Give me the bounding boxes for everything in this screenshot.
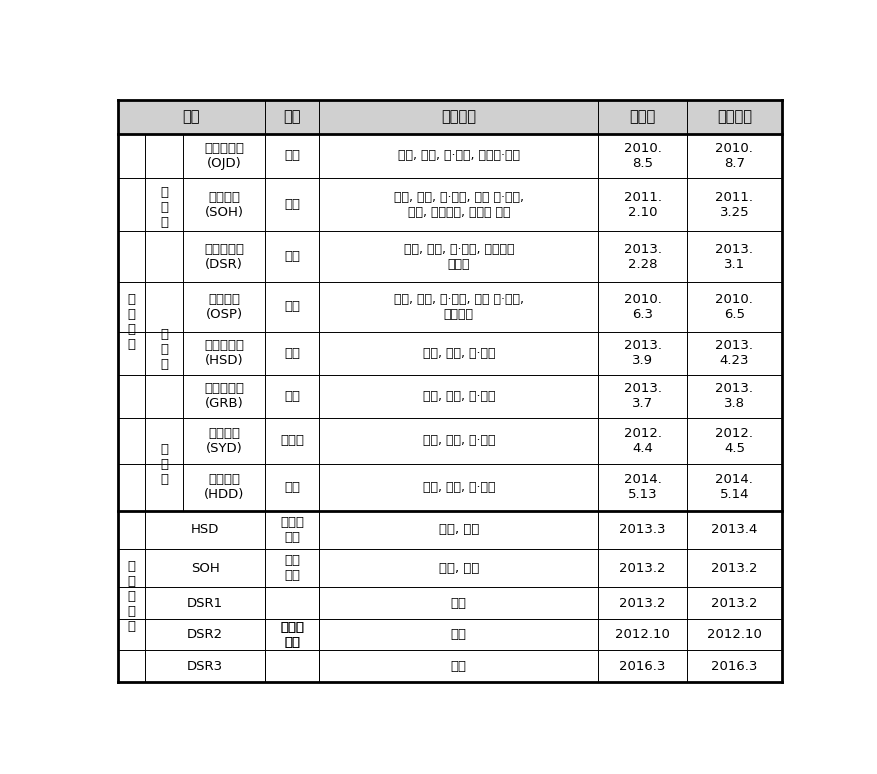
Text: 2013.2: 2013.2 xyxy=(710,597,757,610)
Text: 2010.
6.3: 2010. 6.3 xyxy=(623,293,660,320)
Text: 풍향, 풍속, 온·습도: 풍향, 풍속, 온·습도 xyxy=(422,347,495,360)
Text: 2010.
8.5: 2010. 8.5 xyxy=(623,142,660,170)
Text: 2013.2: 2013.2 xyxy=(618,597,665,610)
Text: 지형: 지형 xyxy=(450,659,467,673)
Text: 다사리
사구: 다사리 사구 xyxy=(280,621,303,649)
Text: 관측시작: 관측시작 xyxy=(717,109,751,125)
Text: 제
주
도: 제 주 도 xyxy=(160,443,168,485)
Text: 다사리사구
(DSR): 다사리사구 (DSR) xyxy=(203,242,244,270)
Text: 지형: 지형 xyxy=(450,628,467,641)
Text: 2013.2: 2013.2 xyxy=(618,562,665,575)
Text: 옹진: 옹진 xyxy=(284,149,300,163)
Text: 2012.10: 2012.10 xyxy=(706,628,761,641)
Text: 2013.
4.23: 2013. 4.23 xyxy=(715,339,752,367)
Bar xyxy=(118,100,781,134)
Text: 관측항목: 관측항목 xyxy=(441,109,476,125)
Text: 하시동
사구: 하시동 사구 xyxy=(280,516,303,544)
Text: 풍향, 풍속, 온·습도: 풍향, 풍속, 온·습도 xyxy=(422,389,495,402)
Text: 하도사구
(HDD): 하도사구 (HDD) xyxy=(203,474,244,502)
Text: 2011.
3.25: 2011. 3.25 xyxy=(715,190,752,219)
Text: 관
측
기
기: 관 측 기 기 xyxy=(127,293,135,351)
Text: 지형, 기상: 지형, 기상 xyxy=(438,562,479,575)
Text: 고
정
조
사
구: 고 정 조 사 구 xyxy=(127,560,135,632)
Text: 하시동사구
(HSD): 하시동사구 (HSD) xyxy=(203,339,244,367)
Text: 풍향, 풍속, 온·습도: 풍향, 풍속, 온·습도 xyxy=(422,481,495,494)
Text: 2013.4: 2013.4 xyxy=(710,523,757,536)
Text: 신양사구
(SYD): 신양사구 (SYD) xyxy=(205,427,242,455)
Text: 2012.10: 2012.10 xyxy=(615,628,669,641)
Text: 소황사구
(SOH): 소황사구 (SOH) xyxy=(204,190,243,219)
Text: 서귀포: 서귀포 xyxy=(280,434,303,447)
Text: 서
해
안: 서 해 안 xyxy=(160,186,168,229)
Text: 소황
사구: 소황 사구 xyxy=(284,554,300,582)
Text: DSR2: DSR2 xyxy=(187,628,223,641)
Text: 양양: 양양 xyxy=(284,300,300,313)
Text: 2013.3: 2013.3 xyxy=(618,523,665,536)
Text: 2011.
2.10: 2011. 2.10 xyxy=(623,190,660,219)
Text: 2016.3: 2016.3 xyxy=(710,659,757,673)
Text: DSR1: DSR1 xyxy=(187,597,223,610)
Text: 풍향, 풍속, 온·습도: 풍향, 풍속, 온·습도 xyxy=(422,434,495,447)
Text: 구분: 구분 xyxy=(182,109,200,125)
Text: 2012.
4.5: 2012. 4.5 xyxy=(715,427,752,455)
Text: 강릉: 강릉 xyxy=(284,347,300,360)
Text: 보령: 보령 xyxy=(284,198,300,211)
Text: 풍향, 풍속, 온·습도, 조석변화
카메라: 풍향, 풍속, 온·습도, 조석변화 카메라 xyxy=(403,242,514,270)
Text: 풍향, 풍속, 온·습도, 토양 온·습도,
조도, 지하수위, 지하수 염도: 풍향, 풍속, 온·습도, 토양 온·습도, 조도, 지하수위, 지하수 염도 xyxy=(394,190,524,219)
Text: 2013.
3.8: 2013. 3.8 xyxy=(715,382,752,410)
Text: 2013.2: 2013.2 xyxy=(710,562,757,575)
Text: 2013.
3.1: 2013. 3.1 xyxy=(715,242,752,270)
Text: 풍향, 풍속, 온·습도, 토양온·습도: 풍향, 풍속, 온·습도, 토양온·습도 xyxy=(397,149,519,163)
Text: 기상: 기상 xyxy=(450,597,467,610)
Text: 2014.
5.14: 2014. 5.14 xyxy=(715,474,752,502)
Text: 설치일: 설치일 xyxy=(629,109,655,125)
Text: 서천: 서천 xyxy=(284,250,300,263)
Bar xyxy=(265,588,318,681)
Text: SOH: SOH xyxy=(190,562,219,575)
Text: 2013.
2.28: 2013. 2.28 xyxy=(623,242,660,270)
Text: 제주: 제주 xyxy=(284,481,300,494)
Text: HSD: HSD xyxy=(190,523,219,536)
Text: 2016.3: 2016.3 xyxy=(618,659,665,673)
Text: 옥죽동사구
(OJD): 옥죽동사구 (OJD) xyxy=(203,142,244,170)
Text: 오산사구
(OSP): 오산사구 (OSP) xyxy=(205,293,242,320)
Text: 2013.
3.9: 2013. 3.9 xyxy=(623,339,660,367)
Text: 동
해
안: 동 해 안 xyxy=(160,328,168,371)
Text: 위치: 위치 xyxy=(283,109,301,125)
Text: 2014.
5.13: 2014. 5.13 xyxy=(623,474,660,502)
Text: 2012.
4.4: 2012. 4.4 xyxy=(623,427,660,455)
Text: 2010.
8.7: 2010. 8.7 xyxy=(715,142,752,170)
Text: DSR3: DSR3 xyxy=(187,659,223,673)
Text: 2013.
3.7: 2013. 3.7 xyxy=(623,382,660,410)
Text: 다사리
사구: 다사리 사구 xyxy=(280,621,303,649)
Text: 고래불사구
(GRB): 고래불사구 (GRB) xyxy=(203,382,244,410)
Text: 지형, 기상: 지형, 기상 xyxy=(438,523,479,536)
Text: 영덕: 영덕 xyxy=(284,389,300,402)
Text: 2010.
6.5: 2010. 6.5 xyxy=(715,293,752,320)
Text: 풍향, 풍속, 온·습도, 토양 온·습도,
지하수위: 풍향, 풍속, 온·습도, 토양 온·습도, 지하수위 xyxy=(394,293,524,320)
